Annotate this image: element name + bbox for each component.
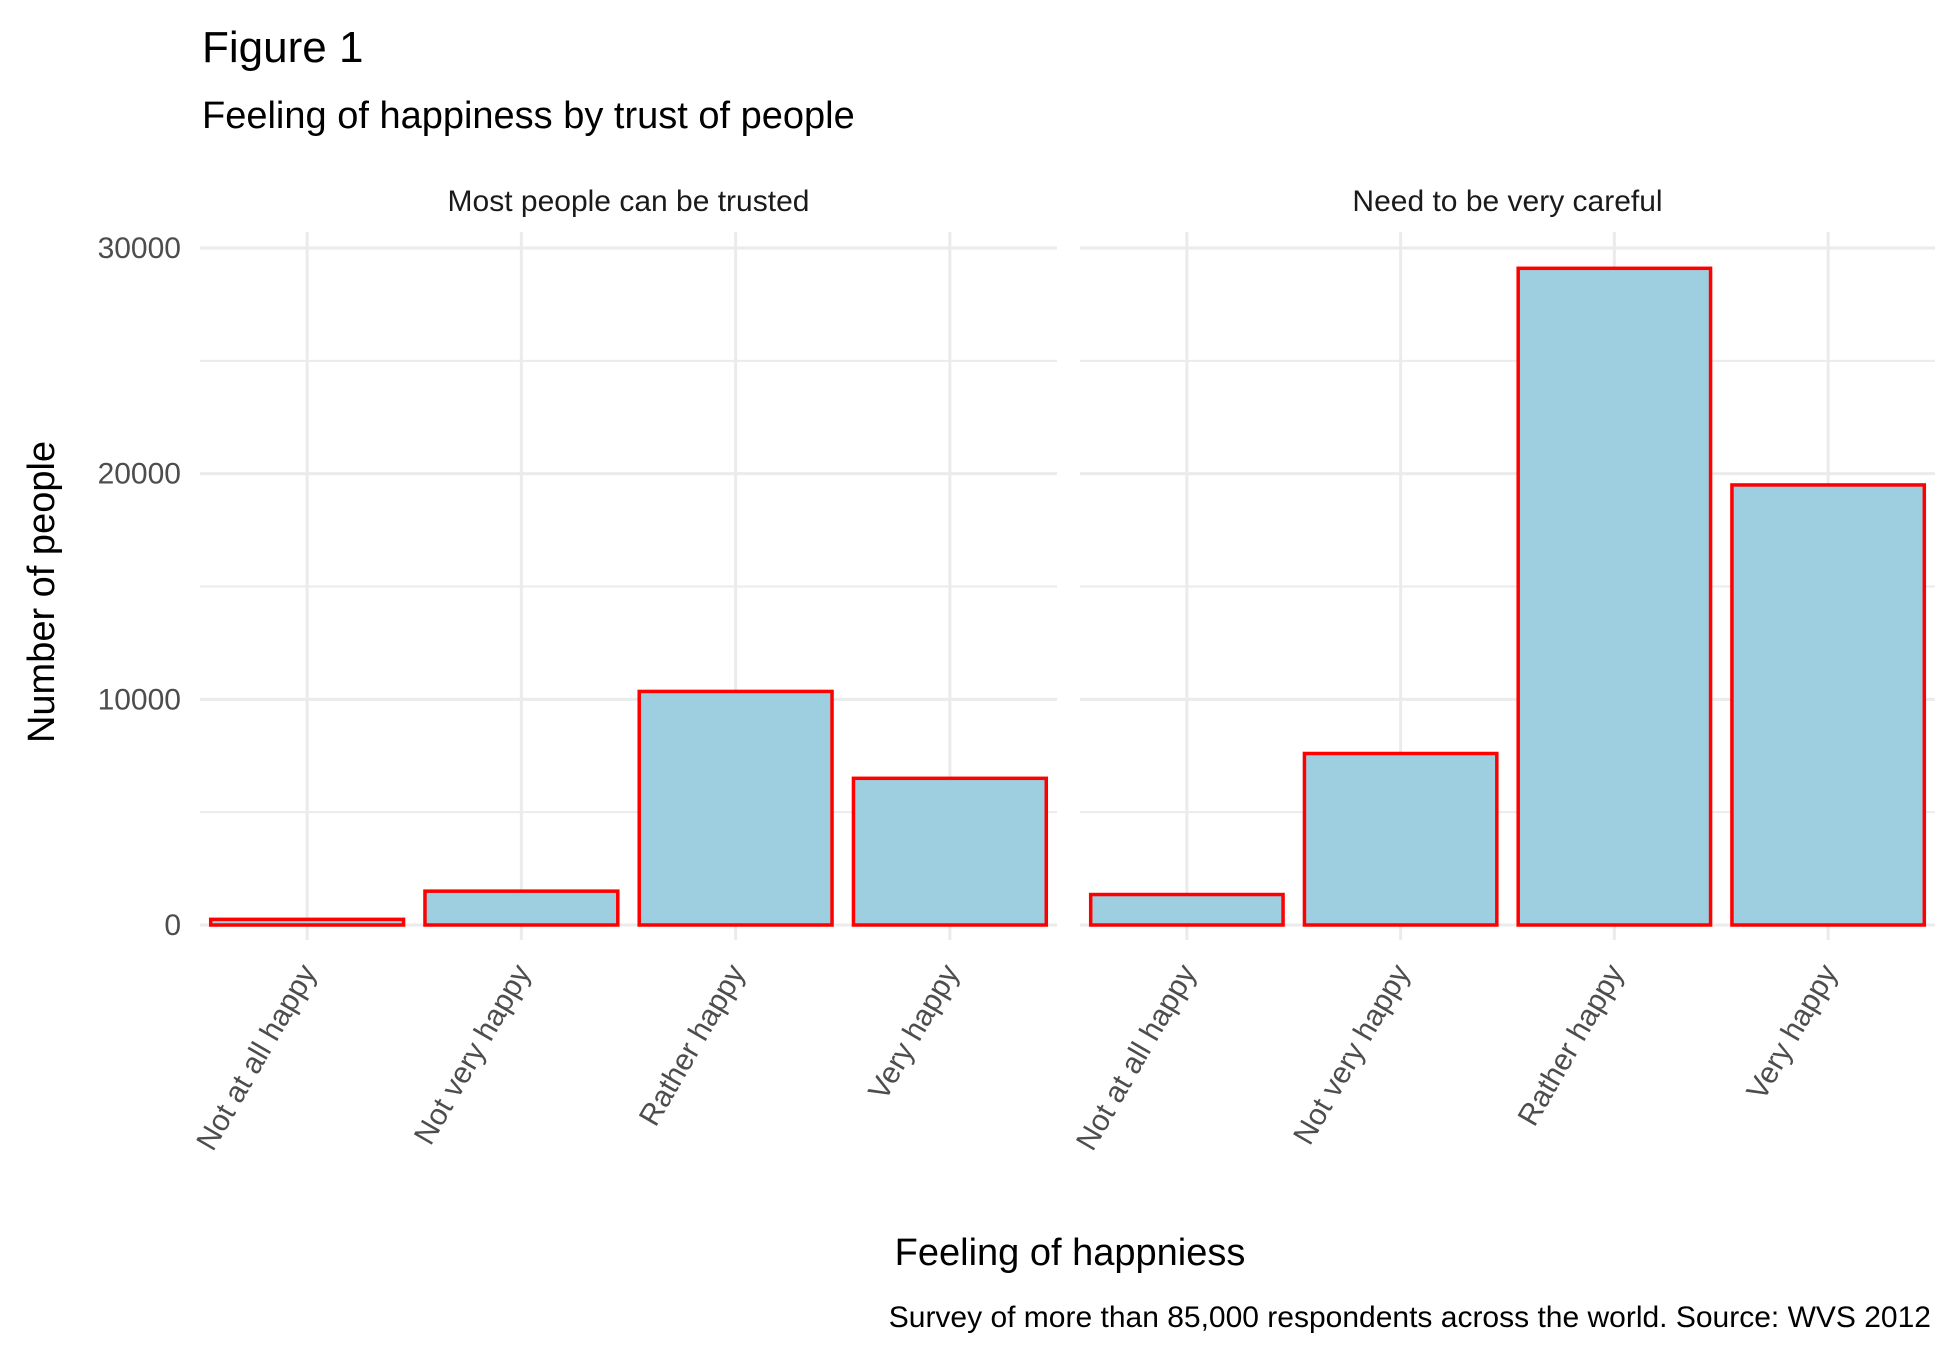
facet-panel: Need to be very careful Not at all happy N… bbox=[1070, 185, 1935, 1156]
x-tick-label: Not at all happy bbox=[190, 959, 323, 1156]
bar bbox=[208, 917, 406, 927]
x-tick-label: Rather happy bbox=[633, 959, 752, 1131]
chart-title: Figure 1 bbox=[202, 23, 363, 72]
y-tick-label: 30000 bbox=[98, 232, 181, 265]
x-tick-label: Not at all happy bbox=[1070, 959, 1203, 1156]
bar bbox=[1516, 266, 1713, 927]
chart-caption: Survey of more than 85,000 respondents a… bbox=[889, 1301, 1931, 1334]
y-tick-label: 0 bbox=[164, 909, 181, 942]
y-tick-label: 20000 bbox=[98, 458, 181, 491]
x-tick-label: Not very happy bbox=[1287, 959, 1416, 1150]
y-tick-label: 10000 bbox=[98, 683, 181, 716]
x-tick-label: Very happy bbox=[862, 959, 966, 1105]
y-axis-ticks: 0 10000 20000 30000 bbox=[98, 232, 181, 942]
x-tick-label: Very happy bbox=[1741, 959, 1845, 1105]
facet-strip-label: Need to be very careful bbox=[1352, 185, 1662, 218]
x-tick-label: Rather happy bbox=[1512, 959, 1631, 1131]
bar bbox=[637, 689, 834, 927]
bar bbox=[851, 776, 1049, 927]
x-axis-label: Feeling of happniess bbox=[895, 1232, 1246, 1274]
facet-panel: Most people can be trusted Not at all hap… bbox=[190, 185, 1057, 1156]
y-axis-label: Number of people bbox=[21, 441, 63, 743]
bar bbox=[1730, 483, 1927, 927]
facet-strip-label: Most people can be trusted bbox=[448, 185, 810, 218]
bar bbox=[1088, 892, 1285, 927]
bar bbox=[1302, 751, 1499, 927]
facet-panels: Most people can be trusted Not at all hap… bbox=[190, 185, 1935, 1156]
x-tick-label: Not very happy bbox=[408, 959, 537, 1150]
chart-subtitle: Feeling of happiness by trust of people bbox=[202, 95, 855, 137]
bar bbox=[423, 889, 620, 927]
